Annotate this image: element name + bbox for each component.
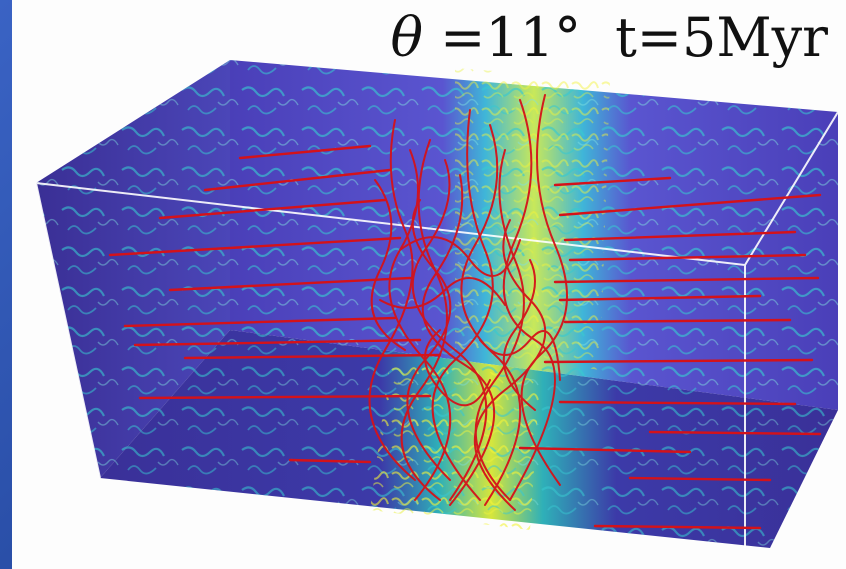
- field-lines-filament: [368, 94, 568, 511]
- theta-symbol: θ: [390, 6, 423, 69]
- time-value: t=5Myr: [615, 6, 828, 69]
- angle-value: =11°: [422, 6, 582, 69]
- plot-annotation: θ =11° t=5Myr: [390, 6, 828, 69]
- field-lines-horizontal: [108, 144, 822, 530]
- box-outline: [35, 111, 839, 548]
